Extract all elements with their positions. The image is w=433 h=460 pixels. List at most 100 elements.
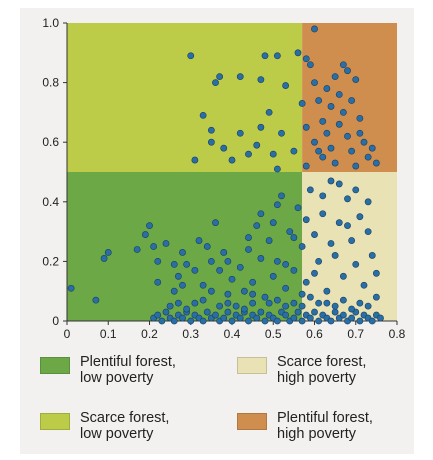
- data-point: [302, 123, 310, 131]
- data-point: [257, 76, 265, 84]
- data-point: [245, 150, 252, 158]
- data-point: [323, 299, 331, 307]
- data-point: [352, 260, 360, 268]
- data-point: [133, 246, 141, 253]
- data-point: [360, 138, 368, 146]
- data-point: [302, 278, 310, 286]
- data-point: [323, 287, 331, 295]
- data-point: [298, 290, 306, 298]
- data-point: [364, 198, 372, 206]
- data-point: [290, 234, 298, 241]
- x-tick-label: 0.5: [265, 327, 282, 341]
- y-tick-label: 0.8: [42, 76, 59, 90]
- data-point: [311, 231, 318, 238]
- data-point: [257, 210, 265, 218]
- data-point: [174, 299, 182, 307]
- data-point: [236, 314, 244, 322]
- data-point: [220, 144, 228, 152]
- data-point: [327, 144, 335, 152]
- data-point: [240, 305, 248, 313]
- data-point: [158, 317, 166, 325]
- data-point: [290, 266, 298, 274]
- data-point: [356, 317, 364, 325]
- data-point: [364, 228, 372, 235]
- data-point: [92, 296, 100, 304]
- data-point: [335, 120, 343, 128]
- data-point: [298, 317, 306, 325]
- legend-item-plentiful-low: Plentiful forest, low poverty: [40, 354, 220, 386]
- data-point: [311, 269, 318, 277]
- data-point: [191, 299, 199, 307]
- legend-item-scarce-low: Scarce forest, low poverty: [40, 410, 220, 442]
- data-point: [352, 76, 360, 84]
- data-point: [368, 144, 376, 152]
- data-point: [298, 302, 306, 310]
- data-point: [331, 252, 339, 259]
- data-point: [331, 159, 339, 167]
- data-point: [339, 311, 347, 319]
- data-point: [278, 129, 285, 137]
- data-point: [352, 186, 360, 194]
- data-point: [368, 252, 376, 259]
- data-point: [273, 257, 281, 265]
- data-point: [348, 314, 356, 322]
- data-point: [315, 257, 323, 265]
- legend-swatch-plentiful-low: [40, 357, 70, 374]
- data-point: [315, 299, 323, 307]
- data-point: [273, 201, 281, 209]
- y-tick-layer: 0 0.2 0.4 0.6 0.8 1.0: [42, 16, 67, 328]
- data-point: [368, 317, 376, 325]
- data-point: [344, 222, 351, 230]
- x-tick-label: 0.3: [182, 327, 199, 341]
- data-point: [179, 249, 186, 256]
- data-point: [228, 317, 236, 325]
- data-point: [282, 82, 290, 89]
- data-point: [315, 147, 323, 155]
- data-point: [306, 314, 314, 322]
- data-point: [212, 219, 219, 227]
- data-point: [187, 52, 195, 60]
- data-point: [228, 156, 236, 164]
- data-point: [187, 317, 195, 325]
- data-point: [290, 299, 298, 307]
- data-point: [306, 186, 314, 194]
- data-point: [249, 278, 257, 286]
- data-point: [249, 290, 257, 298]
- data-point: [356, 129, 364, 137]
- data-point: [154, 278, 162, 286]
- data-point: [294, 308, 302, 316]
- data-point: [253, 222, 261, 230]
- legend-swatch-plentiful-high: [237, 413, 267, 430]
- data-point: [302, 162, 310, 170]
- y-tick-label: 0.2: [42, 254, 59, 268]
- data-point: [220, 249, 228, 256]
- data-point: [249, 299, 257, 307]
- data-point: [232, 302, 240, 310]
- data-point: [348, 147, 356, 155]
- data-point: [339, 272, 347, 280]
- data-point: [335, 180, 343, 188]
- data-point: [286, 228, 294, 235]
- data-point: [195, 237, 203, 244]
- data-point: [323, 129, 331, 137]
- data-point: [319, 192, 327, 200]
- x-tick-label: 0.4: [224, 327, 241, 341]
- data-point: [323, 85, 331, 92]
- x-tick-label: 0: [64, 327, 71, 341]
- legend-swatch-scarce-low: [40, 413, 70, 430]
- data-point: [224, 257, 232, 265]
- data-point: [327, 317, 335, 325]
- data-point: [282, 302, 290, 310]
- data-point: [356, 299, 364, 307]
- data-point: [348, 97, 356, 104]
- data-point: [327, 240, 335, 247]
- data-point: [207, 287, 215, 295]
- y-tick-label: 0.4: [42, 195, 59, 209]
- data-point: [306, 61, 314, 69]
- data-point: [298, 243, 306, 250]
- data-point: [278, 192, 285, 200]
- data-point: [179, 281, 186, 289]
- legend-label-plentiful-high: Plentiful forest, high poverty: [277, 410, 373, 442]
- x-tick-label: 0.1: [100, 327, 117, 341]
